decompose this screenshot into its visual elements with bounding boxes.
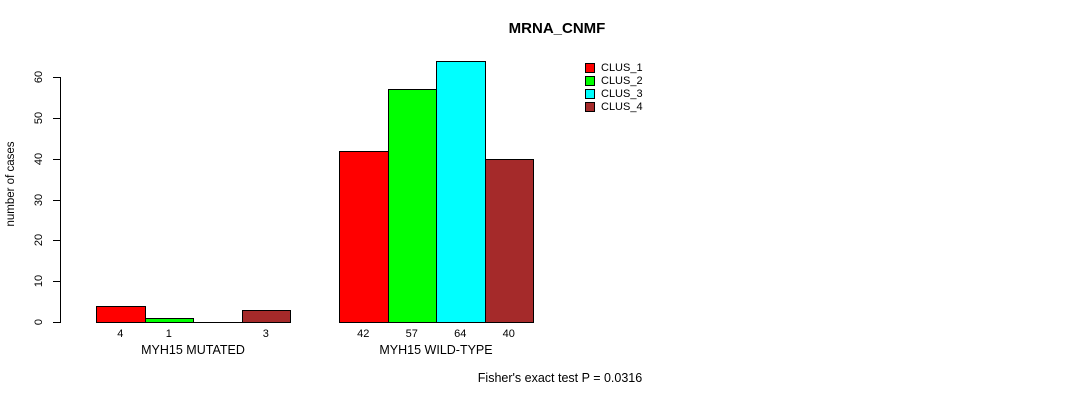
y-tick-label: 50 <box>33 111 45 124</box>
legend: CLUS_1 CLUS_2 CLUS_3 CLUS_4 <box>585 61 643 113</box>
group-label: MYH15 MUTATED <box>141 343 245 357</box>
bar-value-label: 4 <box>117 328 124 340</box>
bar <box>484 158 534 323</box>
chart-title: MRNA_CNMF <box>508 20 606 37</box>
y-tick <box>53 117 60 119</box>
y-axis-label: number of cases <box>5 141 17 227</box>
bar <box>96 305 146 323</box>
legend-swatch <box>585 101 595 112</box>
y-tick-label: 20 <box>33 234 45 247</box>
group-label: MYH15 WILD-TYPE <box>379 343 493 357</box>
y-tick <box>53 199 60 201</box>
bar-value-label: 40 <box>502 328 515 340</box>
legend-swatch <box>585 62 595 73</box>
y-axis-line <box>60 77 61 323</box>
y-tick <box>53 158 60 160</box>
y-tick <box>53 322 60 323</box>
legend-swatch <box>585 75 595 86</box>
bar <box>144 317 194 323</box>
legend-item: CLUS_2 <box>585 74 643 87</box>
bar-value-label: 3 <box>262 328 269 340</box>
zero-bar <box>193 322 243 323</box>
bar-value-label: 64 <box>454 328 467 340</box>
annotation-text: Fisher's exact test P = 0.0316 <box>477 371 643 385</box>
legend-item: CLUS_4 <box>585 100 643 113</box>
bar <box>339 150 389 323</box>
legend-label: CLUS_3 <box>601 87 643 100</box>
y-tick-label: 0 <box>33 318 45 326</box>
bar-value-label: 1 <box>165 328 172 340</box>
legend-label: CLUS_2 <box>601 74 643 87</box>
bar-value-label: 42 <box>357 328 370 340</box>
legend-item: CLUS_3 <box>585 87 643 100</box>
bar <box>436 60 486 323</box>
y-tick-label: 60 <box>33 70 45 84</box>
y-tick-label: 10 <box>33 275 45 288</box>
legend-item: CLUS_1 <box>585 61 643 74</box>
y-tick-label: 30 <box>33 193 45 206</box>
bar <box>241 309 291 323</box>
y-tick <box>53 77 60 78</box>
legend-swatch <box>585 88 595 99</box>
legend-label: CLUS_1 <box>601 61 643 74</box>
y-tick-label: 40 <box>33 152 45 165</box>
bar-value-label: 57 <box>405 328 418 340</box>
y-tick <box>53 281 60 283</box>
y-tick <box>53 240 60 242</box>
legend-label: CLUS_4 <box>601 100 643 113</box>
bar <box>387 89 437 323</box>
